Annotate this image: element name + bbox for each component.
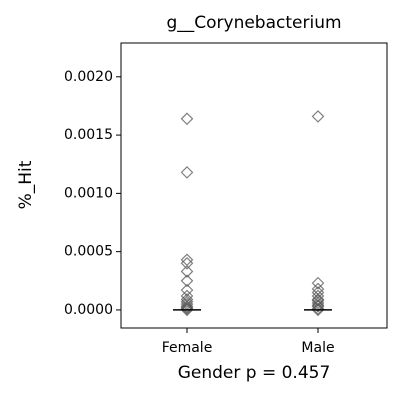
point <box>180 253 194 267</box>
x-tick-label: Male <box>301 340 334 356</box>
point <box>180 301 194 314</box>
point <box>180 256 194 270</box>
point <box>180 300 194 313</box>
point <box>180 274 194 288</box>
plot-frame <box>120 42 388 329</box>
point <box>311 276 325 290</box>
y-tick-label: 0.0015 <box>64 127 113 143</box>
x-tick-label: Female <box>162 340 213 356</box>
y-tick-label: 0.0000 <box>64 302 113 318</box>
point <box>311 294 325 307</box>
point <box>180 166 194 179</box>
point <box>180 303 194 317</box>
point <box>180 302 194 316</box>
y-tick-label: 0.0010 <box>64 185 113 201</box>
y-axis-label: %_Hit <box>16 160 36 209</box>
point <box>311 303 325 317</box>
point <box>311 302 325 316</box>
point <box>311 300 325 313</box>
point <box>180 112 194 126</box>
point <box>311 298 325 312</box>
x-axis-label: Gender p = 0.457 <box>178 363 331 383</box>
y-tick-label: 0.0020 <box>64 69 113 85</box>
point <box>311 110 325 123</box>
point <box>311 296 325 310</box>
chart-title: g__Corynebacterium <box>166 13 341 33</box>
y-tick-label: 0.0005 <box>64 244 113 260</box>
point <box>180 265 194 278</box>
point <box>180 295 194 309</box>
